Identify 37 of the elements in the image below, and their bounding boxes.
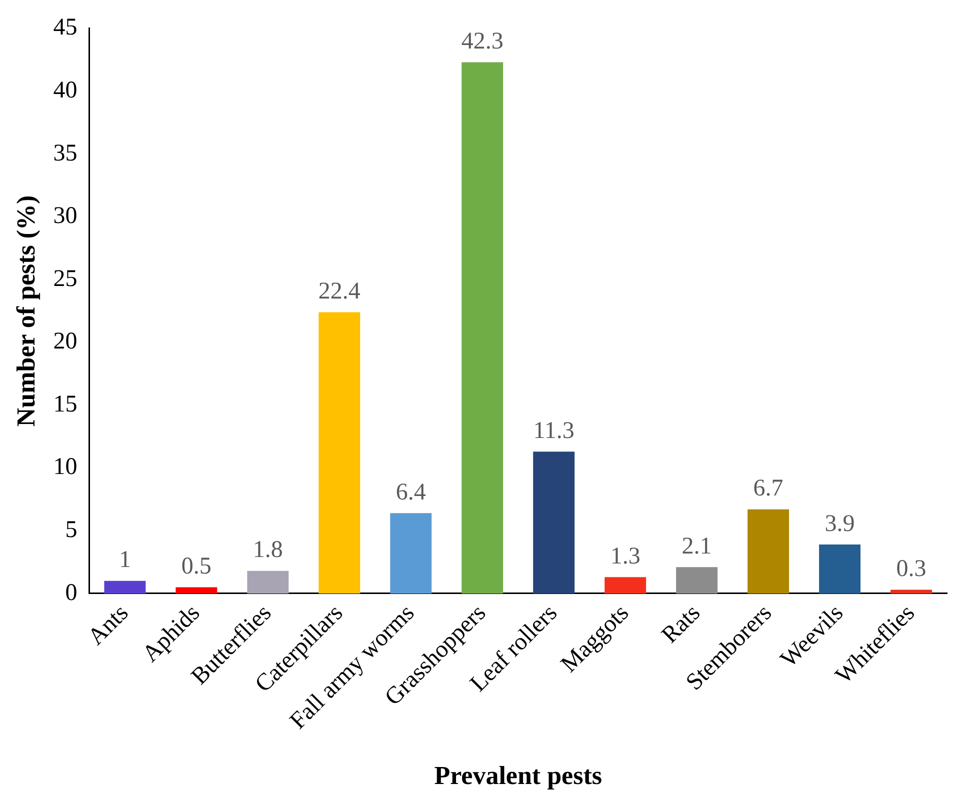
y-tick-label: 30 (53, 203, 78, 230)
y-tick-label: 5 (65, 516, 78, 543)
y-tick-label: 35 (53, 140, 78, 166)
bar (748, 509, 790, 594)
bar (390, 513, 432, 594)
x-axis-title: Prevalent pests (434, 761, 602, 790)
y-tick-label: 25 (53, 266, 78, 292)
y-tick-label: 10 (53, 454, 78, 480)
bar (676, 567, 718, 594)
data-label: 1 (118, 547, 131, 574)
bar (176, 587, 218, 594)
bar (890, 590, 932, 594)
data-label: 1.3 (610, 543, 640, 570)
bar (104, 580, 146, 594)
bar (533, 452, 575, 594)
data-label: 1.8 (252, 537, 283, 564)
data-label: 3.9 (824, 510, 855, 537)
x-tick-label: Ants (83, 600, 134, 650)
data-label: 0.5 (181, 554, 212, 580)
bar (819, 544, 861, 594)
y-axis-title: Number of pests (%) (11, 195, 40, 427)
data-label: 0.3 (896, 556, 926, 582)
data-label: 42.3 (461, 28, 504, 55)
data-label: 11.3 (533, 418, 574, 444)
bar (604, 577, 646, 594)
data-label: 6.4 (396, 479, 426, 506)
data-label: 22.4 (318, 278, 360, 304)
y-tick-label: 15 (53, 391, 78, 418)
bar (318, 312, 360, 594)
y-tick-label: 20 (53, 328, 78, 355)
bar (462, 62, 504, 594)
bar (247, 570, 289, 594)
y-tick-label: 45 (53, 14, 78, 41)
y-tick-label: 40 (53, 77, 78, 104)
y-tick-label: 0 (65, 580, 78, 606)
data-label: 2.1 (682, 533, 712, 560)
data-label: 6.7 (753, 476, 784, 502)
